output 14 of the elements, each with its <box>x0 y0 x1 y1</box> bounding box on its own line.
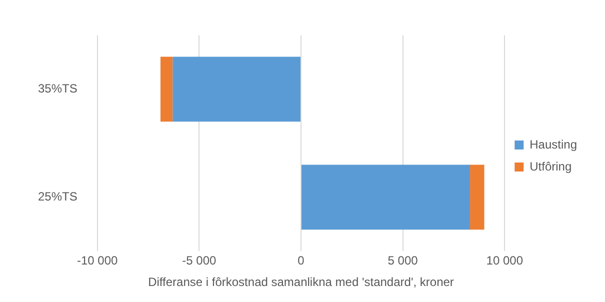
bar <box>172 56 300 122</box>
x-tick-label: -5 000 <box>182 254 217 268</box>
bar <box>160 56 173 122</box>
x-tick-label: -10 000 <box>77 254 118 268</box>
legend-label: Utfôring <box>530 159 572 174</box>
bar <box>470 164 484 230</box>
x-tick-label: 0 <box>298 254 305 268</box>
y-tick-label: 25%TS <box>38 190 78 204</box>
x-tick-label: 5 000 <box>388 254 418 268</box>
y-tick-label: 35%TS <box>38 82 78 96</box>
x-tick-label: 10 000 <box>486 254 524 268</box>
x-axis-title: Differanse i fôrkostnad samanlikna med 'standard', kroner <box>148 275 454 290</box>
bar <box>301 164 470 230</box>
legend-label: Hausting <box>530 137 578 152</box>
